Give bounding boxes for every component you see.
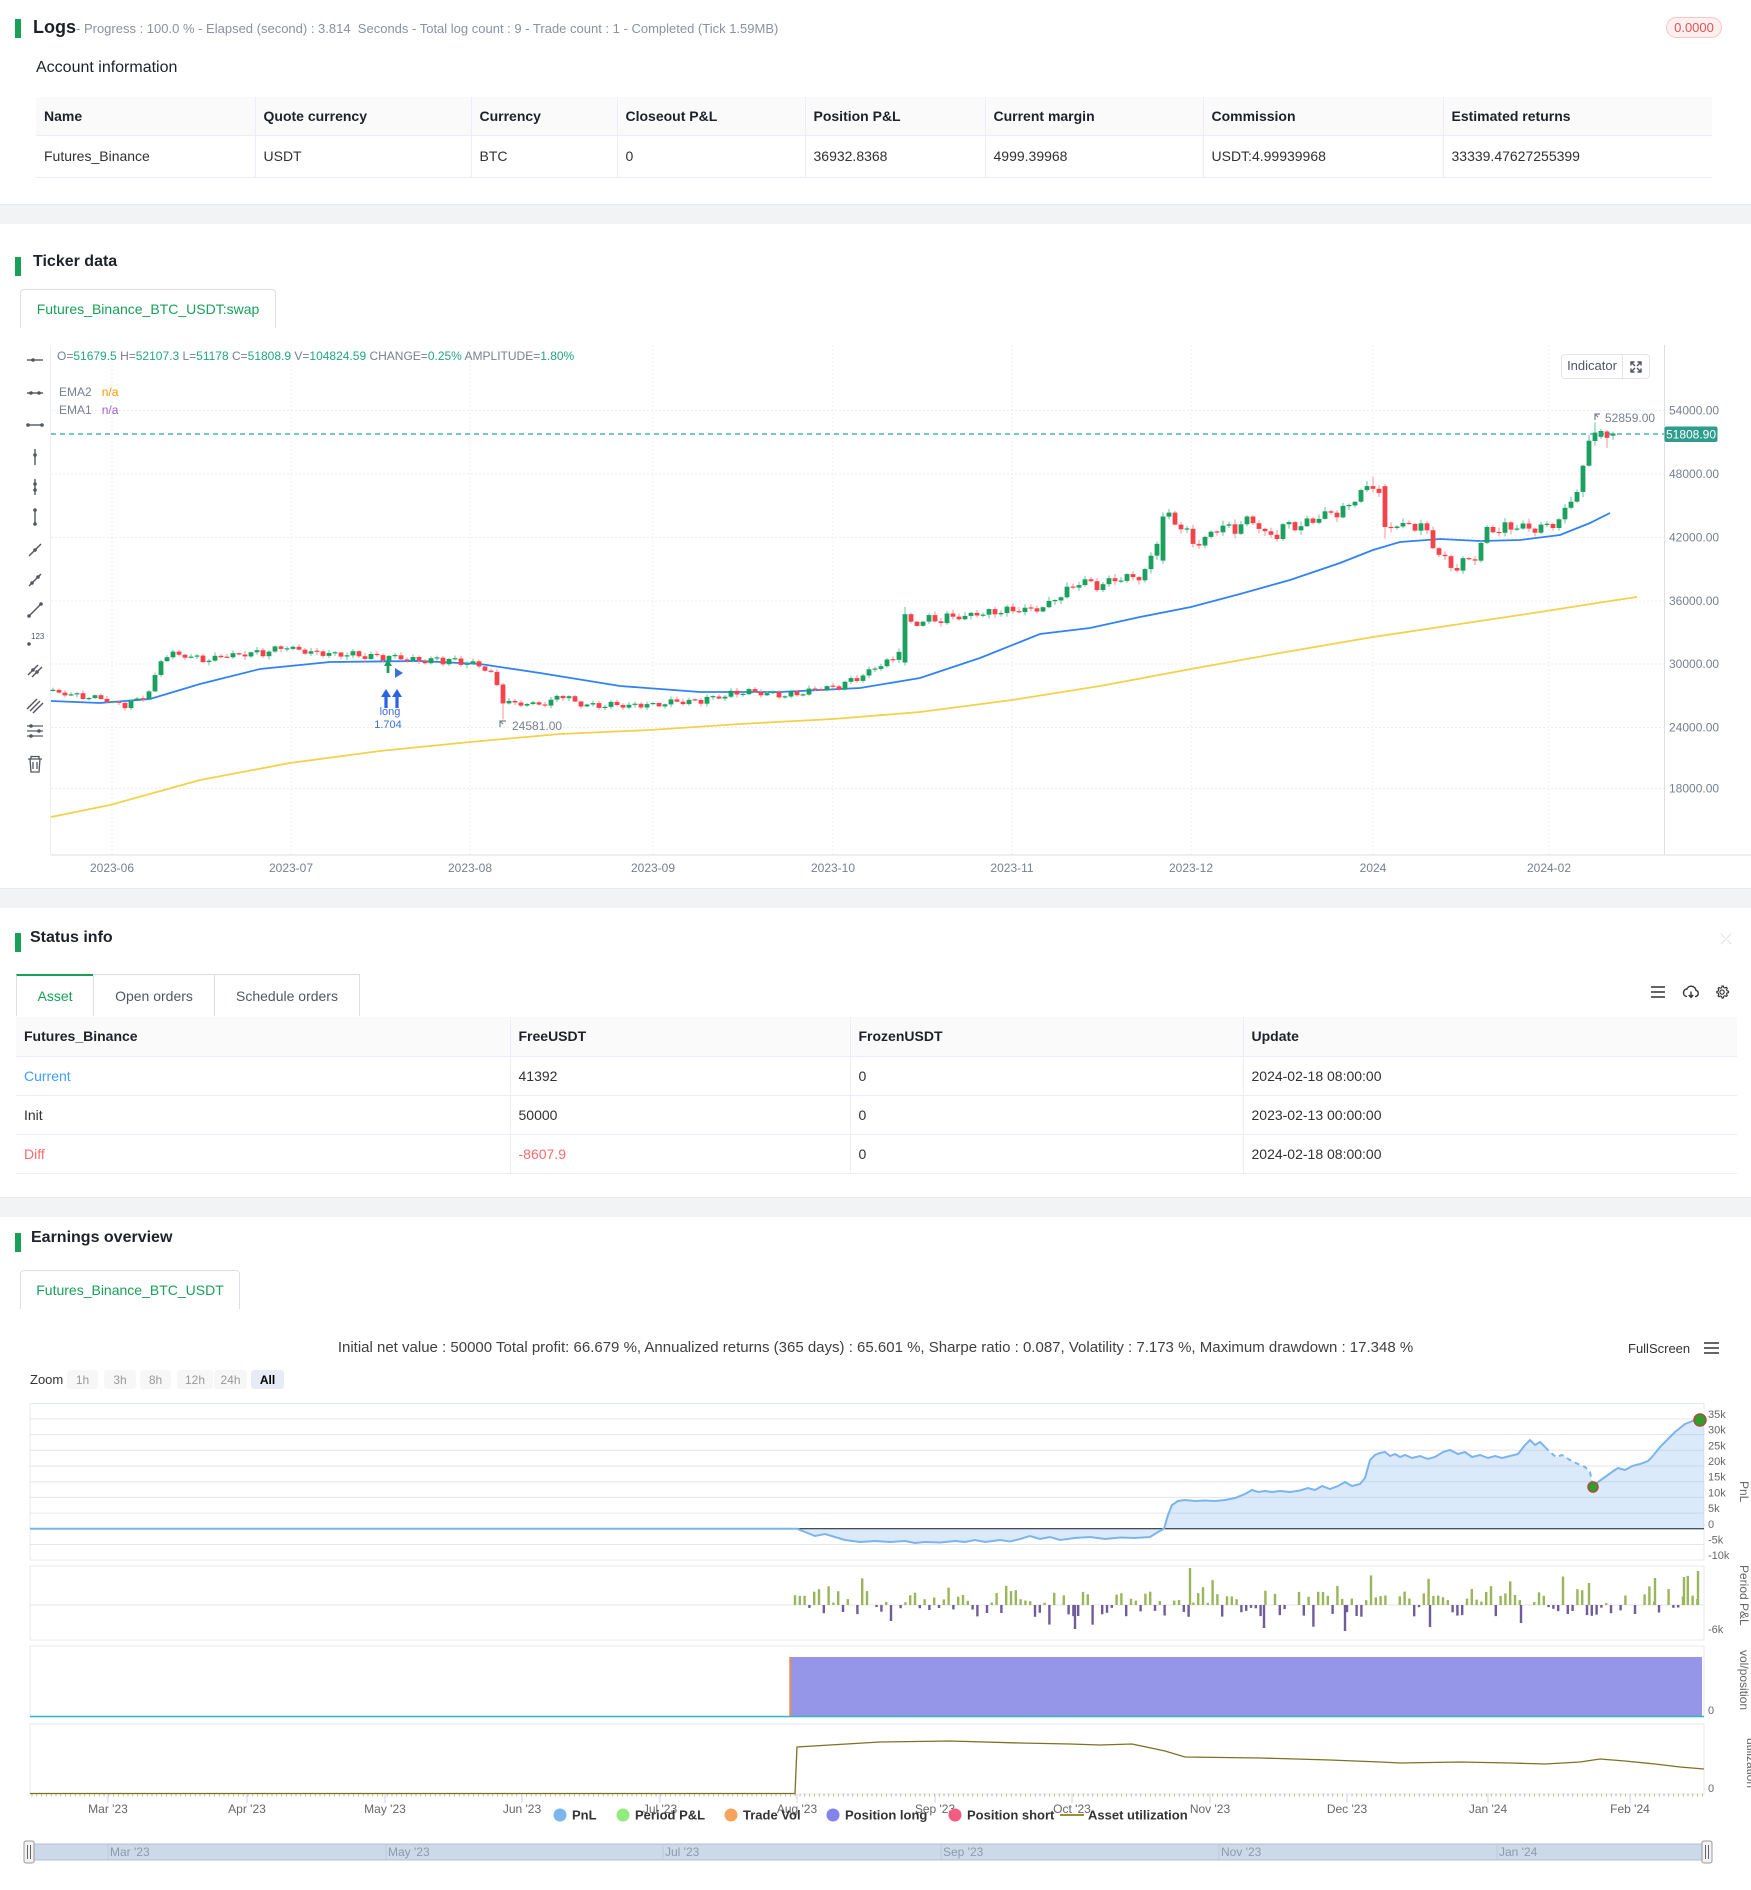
svg-text:Mar '23: Mar '23 [110,1845,150,1859]
svg-text:0: 0 [1708,1783,1714,1795]
svg-text:Position short: Position short [967,1808,1055,1823]
svg-text:Jan '24: Jan '24 [1499,1845,1538,1859]
svg-text:Sep '23: Sep '23 [943,1845,984,1859]
svg-text:2023-06: 2023-06 [90,861,134,875]
svg-text:2024-02: 2024-02 [1527,861,1571,875]
svg-text:48000.00: 48000.00 [1669,467,1719,481]
svg-text:2023-07: 2023-07 [269,861,313,875]
svg-text:Feb '24: Feb '24 [1610,1802,1650,1816]
svg-text:10k: 10k [1708,1487,1726,1499]
svg-text:5k: 5k [1708,1503,1720,1515]
svg-text:PnL: PnL [1737,1481,1751,1503]
svg-text:-5k: -5k [1708,1535,1724,1547]
svg-text:May '23: May '23 [388,1845,430,1859]
svg-text:May '23: May '23 [364,1802,406,1816]
svg-text:2023-12: 2023-12 [1169,861,1213,875]
svg-text:52859.00: 52859.00 [1605,411,1655,425]
svg-text:1.704: 1.704 [374,719,402,731]
svg-text:Period P&L: Period P&L [635,1808,705,1823]
svg-text:Jul '23: Jul '23 [643,1802,678,1816]
svg-text:Mar '23: Mar '23 [88,1802,128,1816]
svg-text:Dec '23: Dec '23 [1327,1802,1368,1816]
svg-text:Aug '23: Aug '23 [777,1802,818,1816]
svg-text:24000.00: 24000.00 [1669,721,1719,735]
svg-text:0: 0 [1708,1519,1714,1531]
svg-text:25k: 25k [1708,1440,1726,1452]
svg-text:30k: 30k [1708,1425,1726,1437]
svg-text:2023-08: 2023-08 [448,861,492,875]
svg-text:24581.00: 24581.00 [512,719,562,733]
svg-text:Period P&L: Period P&L [1737,1565,1751,1626]
svg-text:vol/position: vol/position [1737,1650,1751,1710]
svg-text:Nov '23: Nov '23 [1190,1802,1231,1816]
svg-text:0: 0 [1708,1705,1714,1717]
svg-text:Sep '23: Sep '23 [915,1802,956,1816]
svg-text:20k: 20k [1708,1456,1726,1468]
svg-text:18000.00: 18000.00 [1669,782,1719,796]
svg-text:2024: 2024 [1360,861,1387,875]
svg-text:30000.00: 30000.00 [1669,657,1719,671]
svg-text:Asset utilization: Asset utilization [1088,1808,1188,1823]
svg-text:123: 123 [31,632,45,641]
svg-text:Apr '23: Apr '23 [228,1802,266,1816]
svg-text:Jan '24: Jan '24 [1469,1802,1508,1816]
svg-text:15k: 15k [1708,1472,1726,1484]
svg-text:42000.00: 42000.00 [1669,531,1719,545]
svg-text:Nov '23: Nov '23 [1221,1845,1262,1859]
svg-text:Jul '23: Jul '23 [665,1845,700,1859]
svg-text:-6k: -6k [1708,1624,1724,1636]
svg-text:-10k: -10k [1708,1550,1730,1562]
svg-text:35k: 35k [1708,1409,1726,1421]
svg-text:2023-09: 2023-09 [631,861,675,875]
svg-text:2023-11: 2023-11 [990,861,1033,875]
svg-text:Jun '23: Jun '23 [503,1802,542,1816]
svg-text:PnL: PnL [572,1808,597,1823]
svg-text:Position long: Position long [845,1808,927,1823]
svg-text:long: long [380,706,401,718]
svg-text:51808.90: 51808.90 [1666,428,1716,442]
svg-text:Oct '23: Oct '23 [1053,1802,1091,1816]
svg-text:2023-10: 2023-10 [811,861,855,875]
svg-text:utilization: utilization [1744,1738,1751,1788]
svg-text:36000.00: 36000.00 [1669,594,1719,608]
svg-text:Trade Vol: Trade Vol [743,1808,801,1823]
svg-text:54000.00: 54000.00 [1669,404,1719,418]
